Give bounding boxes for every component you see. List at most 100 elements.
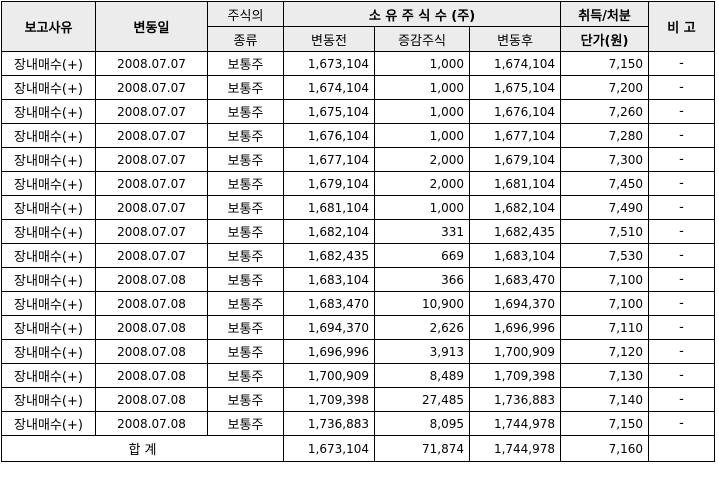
header-reason: 보고사유 bbox=[1, 1, 96, 52]
table-row: 장내매수(+) 2008.07.08 보통주 1,683,470 10,900 … bbox=[1, 291, 716, 316]
total-after: 1,744,978 bbox=[468, 435, 562, 462]
cell-remarks: - bbox=[648, 387, 716, 412]
cell-after: 1,736,883 bbox=[468, 387, 562, 412]
cell-date: 2008.07.08 bbox=[95, 411, 208, 436]
cell-stock-type: 보통주 bbox=[207, 171, 284, 196]
cell-reason: 장내매수(+) bbox=[1, 411, 96, 436]
cell-remarks: - bbox=[648, 123, 716, 148]
table-row: 장내매수(+) 2008.07.07 보통주 1,674,104 1,000 1… bbox=[1, 75, 716, 100]
cell-date: 2008.07.07 bbox=[95, 99, 208, 124]
cell-before: 1,683,104 bbox=[283, 267, 375, 292]
cell-stock-type: 보통주 bbox=[207, 75, 284, 100]
cell-remarks: - bbox=[648, 411, 716, 436]
cell-price: 7,530 bbox=[560, 243, 650, 268]
cell-after: 1,681,104 bbox=[468, 171, 562, 196]
cell-after: 1,682,435 bbox=[468, 219, 562, 244]
cell-after: 1,709,398 bbox=[468, 363, 562, 388]
cell-remarks: - bbox=[648, 51, 716, 76]
cell-price: 7,260 bbox=[560, 99, 650, 124]
cell-change: 27,485 bbox=[374, 387, 470, 412]
cell-change: 10,900 bbox=[374, 291, 470, 316]
table-row: 장내매수(+) 2008.07.07 보통주 1,676,104 1,000 1… bbox=[1, 123, 716, 148]
cell-stock-type: 보통주 bbox=[207, 123, 284, 148]
cell-reason: 장내매수(+) bbox=[1, 291, 96, 316]
cell-price: 7,150 bbox=[560, 411, 650, 436]
cell-stock-type: 보통주 bbox=[207, 51, 284, 76]
table-row: 장내매수(+) 2008.07.07 보통주 1,682,104 331 1,6… bbox=[1, 219, 716, 244]
cell-remarks: - bbox=[648, 291, 716, 316]
header-row-1: 보고사유 변동일 주식의 소 유 주 식 수 (주) 취득/처분 비 고 bbox=[1, 1, 716, 52]
cell-before: 1,683,470 bbox=[283, 291, 375, 316]
cell-before: 1,736,883 bbox=[283, 411, 375, 436]
header-price-line2: 단가(원) bbox=[560, 26, 650, 52]
cell-reason: 장내매수(+) bbox=[1, 171, 96, 196]
table-row: 장내매수(+) 2008.07.07 보통주 1,673,104 1,000 1… bbox=[1, 51, 716, 76]
total-remarks bbox=[648, 435, 716, 462]
table-row: 장내매수(+) 2008.07.08 보통주 1,736,883 8,095 1… bbox=[1, 411, 716, 436]
cell-date: 2008.07.07 bbox=[95, 243, 208, 268]
cell-date: 2008.07.07 bbox=[95, 147, 208, 172]
cell-date: 2008.07.07 bbox=[95, 123, 208, 148]
cell-after: 1,679,104 bbox=[468, 147, 562, 172]
total-change: 71,874 bbox=[374, 435, 470, 462]
cell-reason: 장내매수(+) bbox=[1, 99, 96, 124]
cell-change: 2,000 bbox=[374, 171, 470, 196]
cell-before: 1,694,370 bbox=[283, 315, 375, 340]
header-stock-type-line1: 주식의 bbox=[207, 1, 284, 27]
cell-remarks: - bbox=[648, 339, 716, 364]
total-before: 1,673,104 bbox=[283, 435, 375, 462]
table-row: 장내매수(+) 2008.07.08 보통주 1,694,370 2,626 1… bbox=[1, 315, 716, 340]
cell-change: 669 bbox=[374, 243, 470, 268]
cell-change: 366 bbox=[374, 267, 470, 292]
cell-remarks: - bbox=[648, 243, 716, 268]
table-row: 장내매수(+) 2008.07.07 보통주 1,675,104 1,000 1… bbox=[1, 99, 716, 124]
cell-date: 2008.07.08 bbox=[95, 363, 208, 388]
table-row: 장내매수(+) 2008.07.07 보통주 1,681,104 1,000 1… bbox=[1, 195, 716, 220]
cell-remarks: - bbox=[648, 99, 716, 124]
cell-change: 8,095 bbox=[374, 411, 470, 436]
header-holdings-group: 소 유 주 식 수 (주) bbox=[282, 1, 562, 27]
cell-price: 7,490 bbox=[560, 195, 650, 220]
total-row: 합 계 1,673,104 71,874 1,744,978 7,160 bbox=[1, 435, 716, 462]
cell-change: 1,000 bbox=[374, 99, 470, 124]
table-row: 장내매수(+) 2008.07.07 보통주 1,677,104 2,000 1… bbox=[1, 147, 716, 172]
cell-reason: 장내매수(+) bbox=[1, 75, 96, 100]
cell-reason: 장내매수(+) bbox=[1, 267, 96, 292]
table-row: 장내매수(+) 2008.07.07 보통주 1,682,435 669 1,6… bbox=[1, 243, 716, 268]
cell-before: 1,673,104 bbox=[283, 51, 375, 76]
cell-reason: 장내매수(+) bbox=[1, 147, 96, 172]
table-header: 보고사유 변동일 주식의 소 유 주 식 수 (주) 취득/처분 비 고 종류 … bbox=[1, 1, 716, 52]
cell-stock-type: 보통주 bbox=[207, 411, 284, 436]
table-row: 장내매수(+) 2008.07.08 보통주 1,700,909 8,489 1… bbox=[1, 363, 716, 388]
cell-reason: 장내매수(+) bbox=[1, 123, 96, 148]
cell-remarks: - bbox=[648, 363, 716, 388]
cell-date: 2008.07.08 bbox=[95, 315, 208, 340]
cell-change: 331 bbox=[374, 219, 470, 244]
cell-after: 1,694,370 bbox=[468, 291, 562, 316]
cell-price: 7,120 bbox=[560, 339, 650, 364]
cell-change: 2,626 bbox=[374, 315, 470, 340]
header-date: 변동일 bbox=[95, 1, 208, 52]
cell-after: 1,677,104 bbox=[468, 123, 562, 148]
cell-date: 2008.07.08 bbox=[95, 387, 208, 412]
cell-reason: 장내매수(+) bbox=[1, 195, 96, 220]
cell-change: 1,000 bbox=[374, 51, 470, 76]
cell-change: 2,000 bbox=[374, 147, 470, 172]
cell-date: 2008.07.07 bbox=[95, 75, 208, 100]
cell-before: 1,681,104 bbox=[283, 195, 375, 220]
cell-before: 1,675,104 bbox=[283, 99, 375, 124]
cell-before: 1,709,398 bbox=[283, 387, 375, 412]
cell-date: 2008.07.07 bbox=[95, 219, 208, 244]
cell-stock-type: 보통주 bbox=[207, 219, 284, 244]
cell-reason: 장내매수(+) bbox=[1, 363, 96, 388]
cell-before: 1,674,104 bbox=[283, 75, 375, 100]
cell-after: 1,674,104 bbox=[468, 51, 562, 76]
cell-remarks: - bbox=[648, 75, 716, 100]
cell-change: 1,000 bbox=[374, 75, 470, 100]
cell-price: 7,140 bbox=[560, 387, 650, 412]
cell-reason: 장내매수(+) bbox=[1, 219, 96, 244]
cell-reason: 장내매수(+) bbox=[1, 387, 96, 412]
total-price: 7,160 bbox=[560, 435, 650, 462]
cell-date: 2008.07.08 bbox=[95, 267, 208, 292]
cell-remarks: - bbox=[648, 219, 716, 244]
